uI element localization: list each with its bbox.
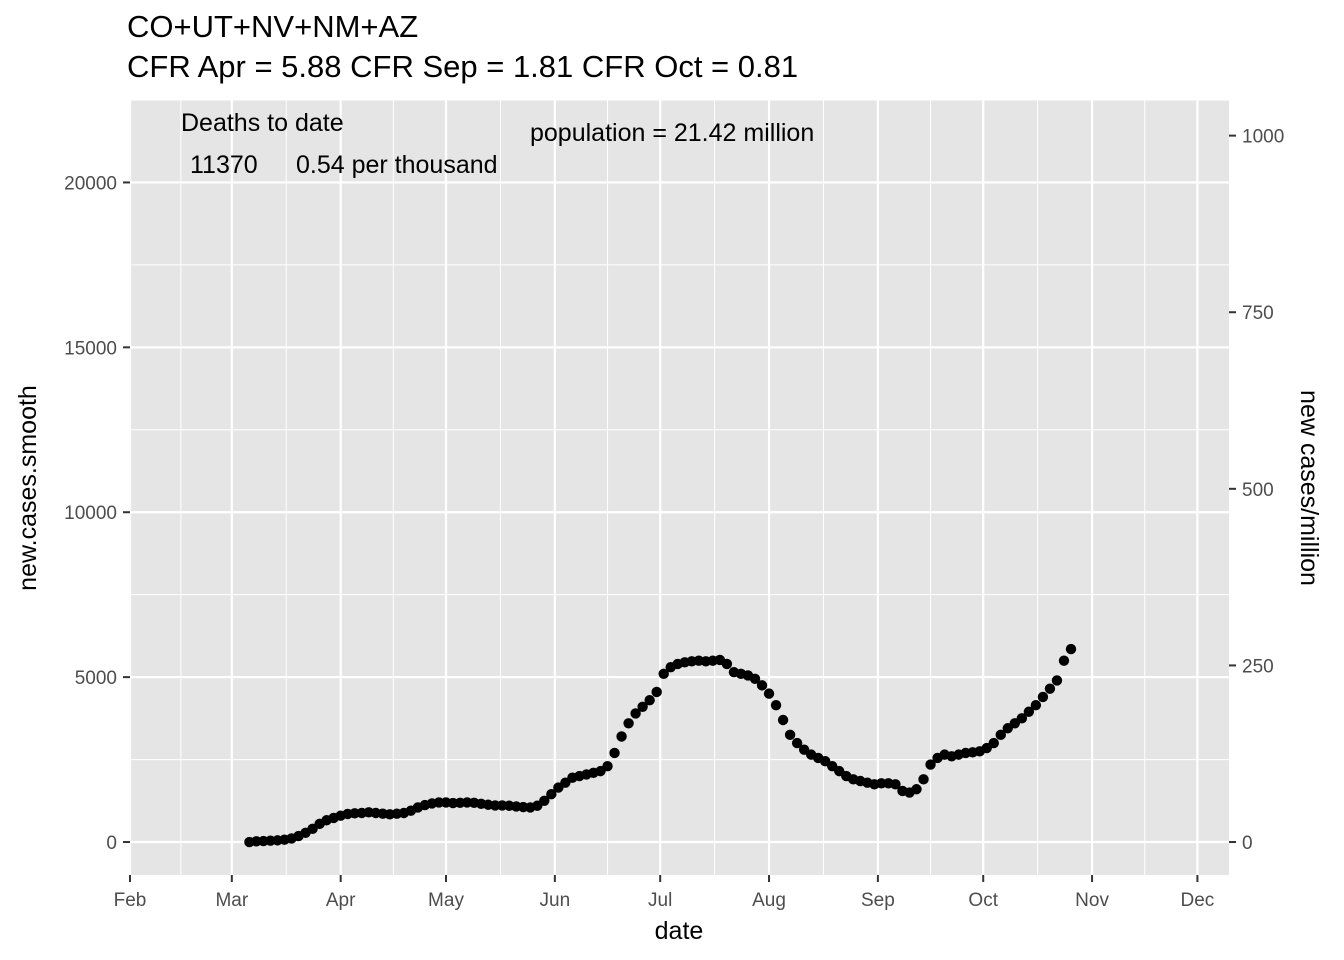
- y-tick-label: 0: [106, 833, 117, 854]
- data-point: [777, 714, 789, 726]
- y-axis-right: 0 250 500 750 1000: [1229, 127, 1284, 854]
- x-axis: Feb Mar Apr May Jun Jul Aug Sep Oct Nov Dec: [114, 875, 1215, 911]
- data-point: [770, 699, 782, 711]
- data-point: [630, 708, 641, 719]
- y-axis-left: 0 5000 10000 15000 20000: [64, 173, 130, 854]
- data-point: [546, 789, 557, 800]
- data-point: [763, 688, 775, 699]
- plot-panel: [130, 100, 1229, 875]
- y-tick-label: 5000: [75, 668, 117, 689]
- data-point: [623, 718, 634, 729]
- data-point: [651, 686, 662, 698]
- x-tick-label: Jul: [648, 890, 672, 911]
- grid-minor: [130, 99, 1229, 875]
- y2-tick-label: 0: [1242, 833, 1253, 854]
- y2-axis-title: new cases/million: [1295, 390, 1323, 586]
- y-tick-label: 15000: [64, 338, 117, 359]
- data-point: [539, 795, 550, 806]
- x-tick-label: Dec: [1181, 890, 1215, 911]
- data-point: [644, 695, 655, 706]
- data-point: [1023, 706, 1035, 717]
- y-tick-label: 20000: [64, 173, 117, 194]
- x-tick-label: Sep: [861, 890, 895, 911]
- x-tick-label: Jun: [540, 890, 571, 911]
- y-axis-title: new.cases.smooth: [14, 385, 42, 591]
- data-point: [721, 658, 733, 670]
- data-point: [749, 673, 761, 684]
- data-point: [988, 737, 999, 749]
- data-point: [1058, 655, 1070, 666]
- data-point: [791, 737, 803, 749]
- data-point: [756, 680, 768, 691]
- x-tick-label: Nov: [1075, 890, 1109, 911]
- x-tick-label: Feb: [114, 890, 147, 911]
- y-tick-label: 10000: [64, 503, 117, 524]
- data-point: [609, 747, 620, 759]
- grid-major: [128, 100, 1229, 875]
- y2-tick-label: 250: [1242, 656, 1274, 677]
- data-point: [1030, 699, 1042, 711]
- data-point: [1016, 713, 1028, 724]
- data-point: [784, 729, 796, 741]
- data-point: [658, 668, 669, 680]
- x-tick-label: Aug: [752, 890, 786, 911]
- data-point: [918, 774, 929, 785]
- data-points: [244, 643, 1077, 848]
- annotations: Deaths to date 11370 0.54 per thousand p…: [181, 109, 814, 179]
- data-point: [1037, 691, 1049, 703]
- y2-tick-label: 750: [1242, 303, 1274, 324]
- data-point: [616, 731, 627, 742]
- data-point: [995, 729, 1006, 741]
- data-point: [1051, 675, 1063, 686]
- data-point: [890, 779, 901, 790]
- data-point: [1044, 683, 1056, 694]
- y2-tick-label: 500: [1242, 480, 1274, 501]
- data-point: [911, 784, 922, 795]
- data-point: [602, 760, 613, 772]
- y2-tick-label: 1000: [1242, 127, 1284, 148]
- annotation-deaths-count: 11370: [190, 151, 258, 179]
- annotation-population: population = 21.42 million: [530, 119, 814, 147]
- x-tick-label: Apr: [326, 890, 356, 911]
- x-tick-label: Mar: [215, 890, 248, 911]
- data-point: [925, 759, 936, 770]
- data-point: [637, 701, 648, 713]
- x-axis-title: date: [655, 917, 704, 945]
- chart-subtitle: CFR Apr = 5.88 CFR Sep = 1.81 CFR Oct = …: [127, 49, 798, 84]
- annotation-deaths-title: Deaths to date: [181, 109, 344, 137]
- data-point: [1065, 643, 1077, 655]
- annotation-deaths-rate: 0.54 per thousand: [296, 151, 498, 179]
- chart-title: CO+UT+NV+NM+AZ: [127, 9, 418, 44]
- x-tick-label: Oct: [968, 890, 998, 911]
- x-tick-label: May: [428, 890, 464, 911]
